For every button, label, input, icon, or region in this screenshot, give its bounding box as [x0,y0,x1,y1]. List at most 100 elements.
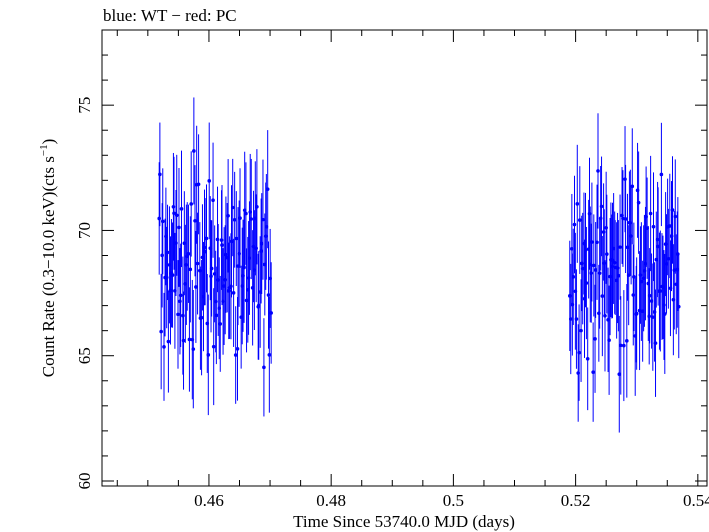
data-point [670,208,675,212]
data-point [235,347,240,351]
data-point [572,222,577,227]
data-point [178,299,182,304]
x-tick-label: 0.54 [683,491,709,510]
data-point [587,211,592,216]
axis-ticks: 0.46 0.48 0.5 0.52 0.54 60 65 70 75 [75,29,709,510]
data-point [244,211,248,216]
data-point [220,243,224,247]
data-point [181,338,186,343]
data-point [622,343,626,348]
data-point [233,353,238,357]
data-point [607,338,611,343]
data-point [647,293,652,298]
data-point [209,274,213,278]
data-point [262,365,266,370]
x-tick-label: 0.5 [443,491,464,510]
y-tick-label: 70 [75,222,94,239]
data-point [209,266,214,271]
data-point [579,328,583,333]
data-point [162,345,166,349]
data-point [577,350,581,355]
data-point [181,313,185,318]
data-point [207,179,212,183]
data-point [602,261,607,266]
data-point [621,216,625,221]
data-point [630,184,635,189]
data-point [568,317,573,321]
data-point [218,322,223,326]
data-point [616,273,621,278]
x-tick-label: 0.52 [561,491,591,510]
x-tick-label: 0.48 [316,491,346,510]
y-axis-label: Count Rate (0.3−10.0 keV)(cts s−1) [38,139,58,378]
data-point [265,187,270,191]
data-point [574,317,579,321]
data-point [259,249,263,253]
data-point [177,225,181,230]
data-point [166,339,171,344]
data-point [189,202,193,206]
data-point [232,217,237,222]
data-point [623,217,628,221]
data-point [625,339,629,343]
data-point [198,268,202,273]
data-point [618,343,623,348]
data-point [589,271,594,275]
data-point [658,289,663,293]
data-point [160,219,165,224]
data-point [626,273,631,277]
data-point [223,277,228,282]
data-point [634,311,639,316]
data-point [263,234,268,239]
data-point [174,213,179,218]
data-point [659,172,664,177]
data-point [599,204,604,209]
data-point [234,236,239,241]
x-tick-label: 0.46 [194,491,224,510]
data-point [609,264,614,269]
data-point [590,240,594,244]
data-point [165,250,170,255]
data-point [213,299,218,304]
data-point [584,281,589,285]
data-point [666,256,671,261]
data-point [158,172,162,177]
data-point [242,265,246,270]
data-point [578,218,582,222]
data-point [267,353,272,357]
data-point [178,293,183,298]
data-point [623,177,627,181]
data-point [255,204,259,209]
y-tick-label: 65 [75,347,94,364]
data-point [605,252,609,256]
data-point [211,344,216,349]
data-point [191,347,196,351]
data-point [193,218,197,223]
data-point [187,337,192,342]
data-point [653,341,658,345]
data-point [631,293,636,297]
data-point [636,200,641,205]
data-point [595,240,599,245]
data-point [593,337,597,341]
data-point [604,226,608,230]
data-point [159,329,163,334]
data-point [179,207,184,211]
data-point [204,236,209,241]
data-point [651,224,656,229]
data-point [585,356,590,361]
data-point [571,275,576,279]
data-point [603,314,607,318]
data-point [648,211,653,216]
data-point [226,214,230,218]
data-point [176,312,180,317]
y-tick-label: 60 [75,472,94,489]
data-point [597,271,602,275]
data-point [592,263,596,268]
data-point [202,245,207,250]
data-point [663,312,667,316]
x-axis-label: Time Since 53740.0 MJD (days) [293,512,515,531]
data-point [195,261,200,266]
data-point [170,273,175,277]
data-point [261,217,265,222]
